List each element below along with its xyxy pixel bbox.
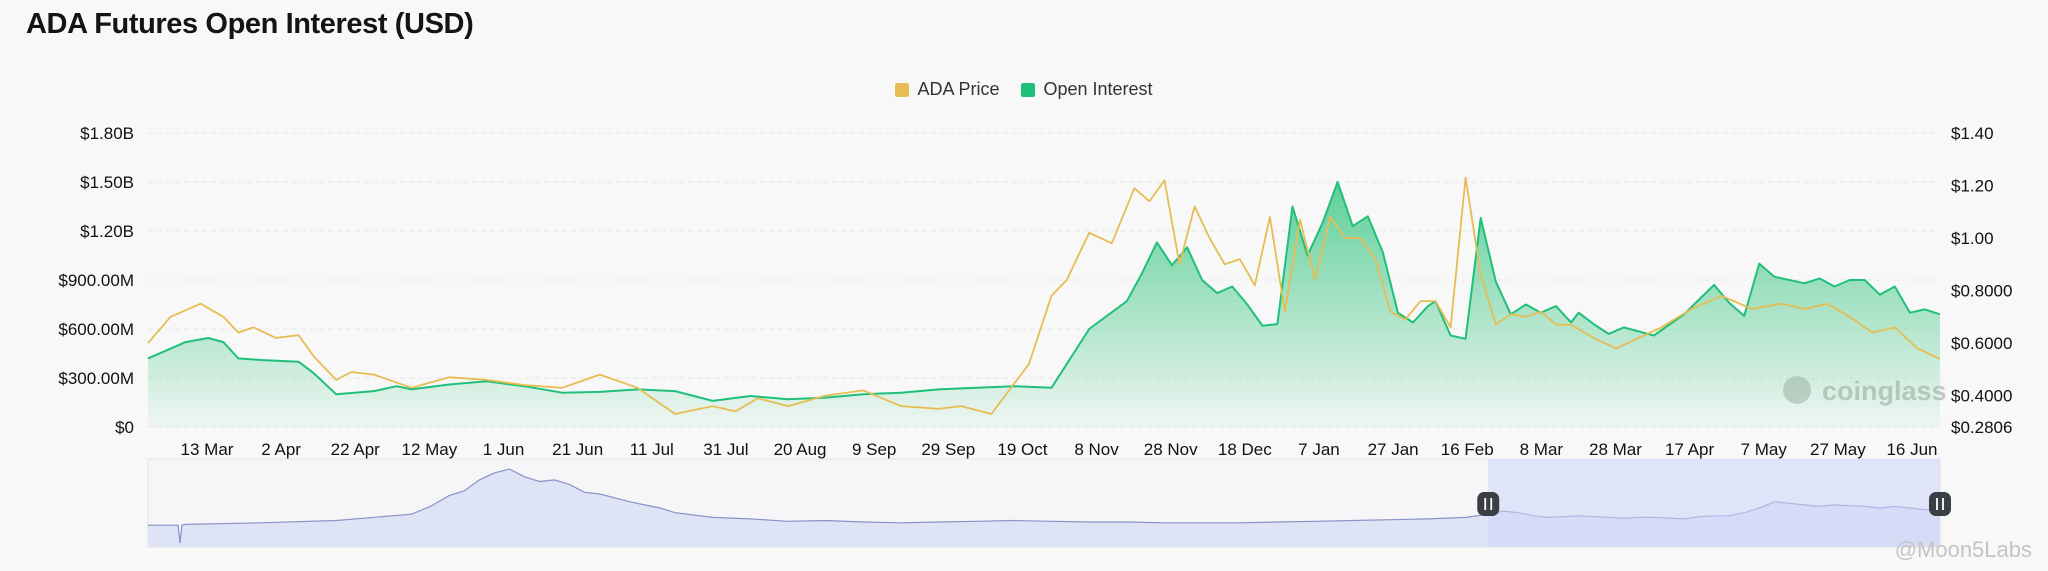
x-tick-label: 1 Jun	[483, 440, 525, 459]
brush-handle-left[interactable]	[1477, 492, 1500, 516]
x-tick-label: 7 May	[1741, 440, 1788, 459]
x-tick-label: 16 Jun	[1886, 440, 1937, 459]
brush-selection[interactable]	[1488, 459, 1940, 547]
x-tick-label: 11 Jul	[630, 440, 674, 459]
open-interest-area	[148, 182, 1940, 427]
legend-label-open-interest: Open Interest	[1043, 79, 1153, 99]
brush-handle-icon	[1477, 492, 1500, 516]
x-tick-label: 16 Feb	[1441, 440, 1494, 459]
range-brush[interactable]	[147, 458, 1951, 548]
legend-item-open-interest[interactable]: Open Interest	[1021, 79, 1153, 100]
x-tick-label: 17 Apr	[1665, 440, 1714, 459]
x-tick-label: 21 Jun	[552, 440, 603, 459]
open-interest-line	[147, 181, 1941, 402]
y-left-tick-label: $300.00M	[58, 369, 134, 388]
x-tick-label: 12 May	[402, 440, 458, 459]
y-left-tick-label: $900.00M	[58, 271, 134, 290]
y-right-tick-label: $0.8000	[1951, 282, 2012, 301]
x-tick-label: 28 Mar	[1589, 440, 1642, 459]
ada-price-series	[147, 176, 1941, 415]
y-right-tick-label: $1.40	[1951, 124, 1994, 143]
legend: ADA Price Open Interest	[0, 79, 2048, 100]
legend-swatch-ada-price	[895, 82, 910, 97]
y-right-tick-label: $0.6000	[1951, 334, 2012, 353]
x-tick-label: 28 Nov	[1144, 440, 1198, 459]
x-tick-label: 8 Nov	[1074, 440, 1119, 459]
chart-title: ADA Futures Open Interest (USD)	[26, 8, 474, 40]
x-tick-label: 7 Jan	[1298, 440, 1340, 459]
brush-handle-icon	[1929, 492, 1951, 516]
ada-price-line	[147, 176, 1941, 415]
legend-item-ada-price[interactable]: ADA Price	[895, 79, 999, 100]
y-left-tick-label: $1.50B	[80, 173, 134, 192]
y-left-tick-label: $0	[115, 418, 134, 437]
brush-handle-right[interactable]	[1929, 492, 1951, 516]
y-right-tick-label: $0.4000	[1951, 387, 2012, 406]
x-axis: 13 Mar 2 Apr 22 Apr 12 May 1 Jun 21 Jun 11 Jul…	[181, 440, 1938, 459]
x-tick-label: 22 Apr	[331, 440, 380, 459]
y-right-tick-label: $1.20	[1951, 177, 1994, 196]
y-right-tick-label: $1.00	[1951, 229, 1994, 248]
x-tick-label: 31 Jul	[703, 440, 748, 459]
y-right-tick-label: $0.2806	[1951, 418, 2012, 437]
x-tick-label: 20 Aug	[774, 440, 827, 459]
legend-swatch-open-interest	[1021, 82, 1036, 97]
x-tick-label: 27 May	[1810, 440, 1866, 459]
x-tick-label: 19 Oct	[997, 440, 1047, 459]
y-left-tick-label: $600.00M	[58, 320, 134, 339]
x-tick-label: 18 Dec	[1218, 440, 1272, 459]
x-tick-label: 9 Sep	[852, 440, 896, 459]
x-tick-label: 29 Sep	[921, 440, 975, 459]
y-left-tick-label: $1.80B	[80, 124, 134, 143]
credit-text: @Moon5Labs	[1894, 537, 2032, 562]
x-tick-label: 27 Jan	[1368, 440, 1419, 459]
legend-label-ada-price: ADA Price	[917, 79, 1000, 99]
y-axis-right: $0.2806 $0.4000 $0.6000 $0.8000 $1.00 $1.20 $1…	[1951, 124, 2012, 437]
y-axis-left: $0 $300.00M $600.00M $900.00M $1.20B $1.50B $1…	[58, 124, 134, 437]
x-tick-label: 8 Mar	[1520, 440, 1564, 459]
y-left-tick-label: $1.20B	[80, 222, 134, 241]
x-tick-label: 2 Apr	[261, 440, 301, 459]
open-interest-series	[147, 181, 1941, 427]
x-tick-label: 13 Mar	[181, 440, 234, 459]
